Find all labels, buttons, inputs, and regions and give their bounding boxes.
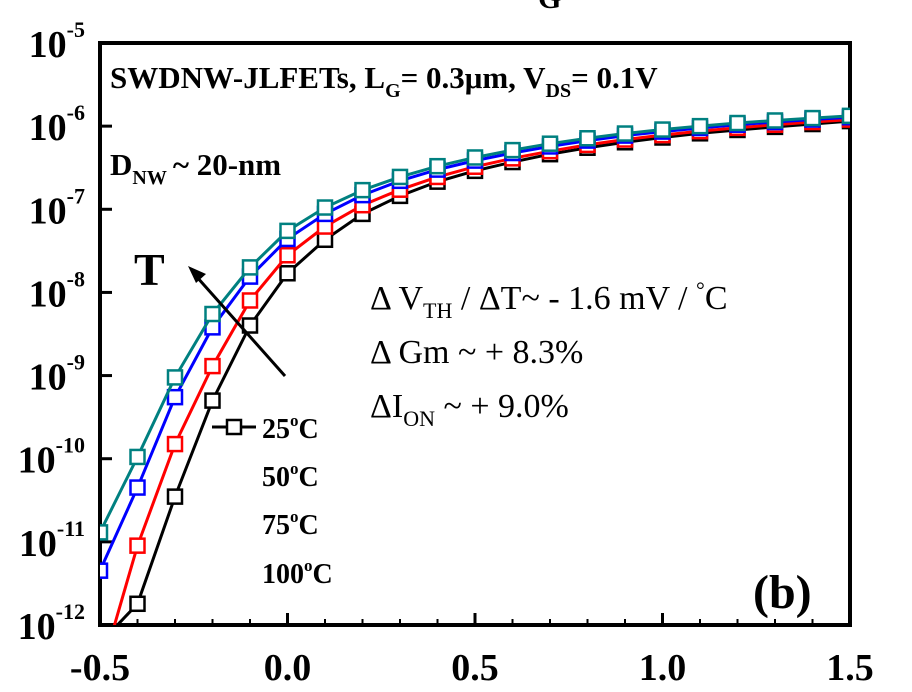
y-tick-label: 10-7: [29, 183, 85, 232]
data-point: [100, 562, 109, 579]
x-tick-label: -0.5: [70, 647, 130, 689]
legend: 25oC 50oC 75oC 100oC: [212, 411, 333, 590]
data-point: [166, 488, 184, 505]
data-point: [279, 222, 296, 240]
data-point: [204, 357, 221, 375]
legend-label-50c: 50oC: [262, 459, 319, 493]
data-point: [204, 305, 221, 323]
data-point: [804, 109, 821, 127]
title-end: = 0.1V: [571, 60, 658, 95]
vth-shift-annotation: Δ VTH / ΔT~ - 1.6 mV / °C: [370, 277, 728, 323]
y-tick-label: 10-11: [19, 516, 85, 565]
data-point: [129, 537, 146, 554]
data-point: [841, 107, 850, 125]
title-sub-lg: G: [385, 80, 401, 102]
y-axis: 10-5 10-6 10-7 10-8 10-9 10-10 10-11 10-12: [18, 17, 112, 648]
data-point: [129, 595, 146, 613]
data-point: [354, 181, 371, 199]
data-point: [691, 117, 709, 135]
data-point: [241, 259, 259, 276]
temperature-arrow-label: T: [134, 244, 165, 295]
temperature-arrow: [194, 275, 287, 377]
data-point: [100, 524, 109, 541]
series-line: [115, 119, 850, 625]
data-point: [654, 121, 671, 138]
data-point: [391, 168, 409, 186]
data-point: [166, 369, 184, 386]
dnw-annotation: DNW ~ 20-nm: [110, 147, 281, 189]
data-point: [316, 231, 334, 249]
ion-annotation: ΔION ~ + 9.0%: [370, 388, 569, 431]
data-point: [466, 149, 484, 166]
data-point: [279, 247, 296, 264]
series-100c: [100, 107, 850, 541]
top-cut-label: G: [538, 0, 561, 15]
data-point: [129, 479, 146, 496]
legend-label-25c: 25oC: [262, 411, 319, 445]
series-25c: [115, 112, 850, 625]
data-point: [316, 199, 334, 216]
data-point: [241, 292, 259, 309]
data-point: [504, 141, 521, 159]
x-tick-label: 1.0: [639, 647, 687, 689]
legend-marker-25c: [225, 418, 243, 436]
y-tick-label: 10-6: [29, 100, 85, 149]
data-point: [166, 388, 184, 406]
y-tick-label: 10-10: [18, 433, 85, 482]
data-point: [166, 435, 184, 453]
legend-label-75c: 75oC: [262, 507, 319, 541]
legend-label-100c: 100oC: [262, 556, 333, 590]
x-axis: -0.5 0.0 0.5 1.0 1.5: [70, 613, 874, 689]
data-point: [766, 112, 784, 129]
chart-title: SWDNW-JLFETs, LG= 0.3μm, VDS= 0.1V: [110, 60, 658, 102]
y-tick-label: 10-8: [29, 266, 85, 315]
y-tick-label: 10-9: [29, 350, 85, 399]
title-sub-vds: DS: [546, 80, 572, 102]
data-point: [241, 317, 259, 334]
data-point: [541, 135, 559, 152]
series-layer: [100, 107, 850, 625]
x-tick-label: 0.5: [451, 647, 499, 689]
data-point: [279, 265, 296, 282]
x-tick-label: 0.0: [264, 647, 312, 689]
data-point: [204, 392, 221, 409]
data-point: [579, 130, 596, 147]
gm-annotation: Δ Gm ~ + 8.3%: [370, 334, 583, 371]
title-mid: = 0.3μm, V: [401, 60, 547, 95]
y-tick-label: 10-12: [18, 599, 85, 648]
panel-label: (b): [753, 566, 812, 619]
data-point: [616, 125, 634, 142]
temperature-arrow-head: [188, 266, 206, 283]
data-point: [729, 114, 746, 132]
y-tick-label: 10-5: [29, 17, 85, 66]
data-point: [129, 448, 146, 466]
data-point: [429, 157, 446, 175]
x-tick-label: 1.5: [826, 647, 874, 689]
